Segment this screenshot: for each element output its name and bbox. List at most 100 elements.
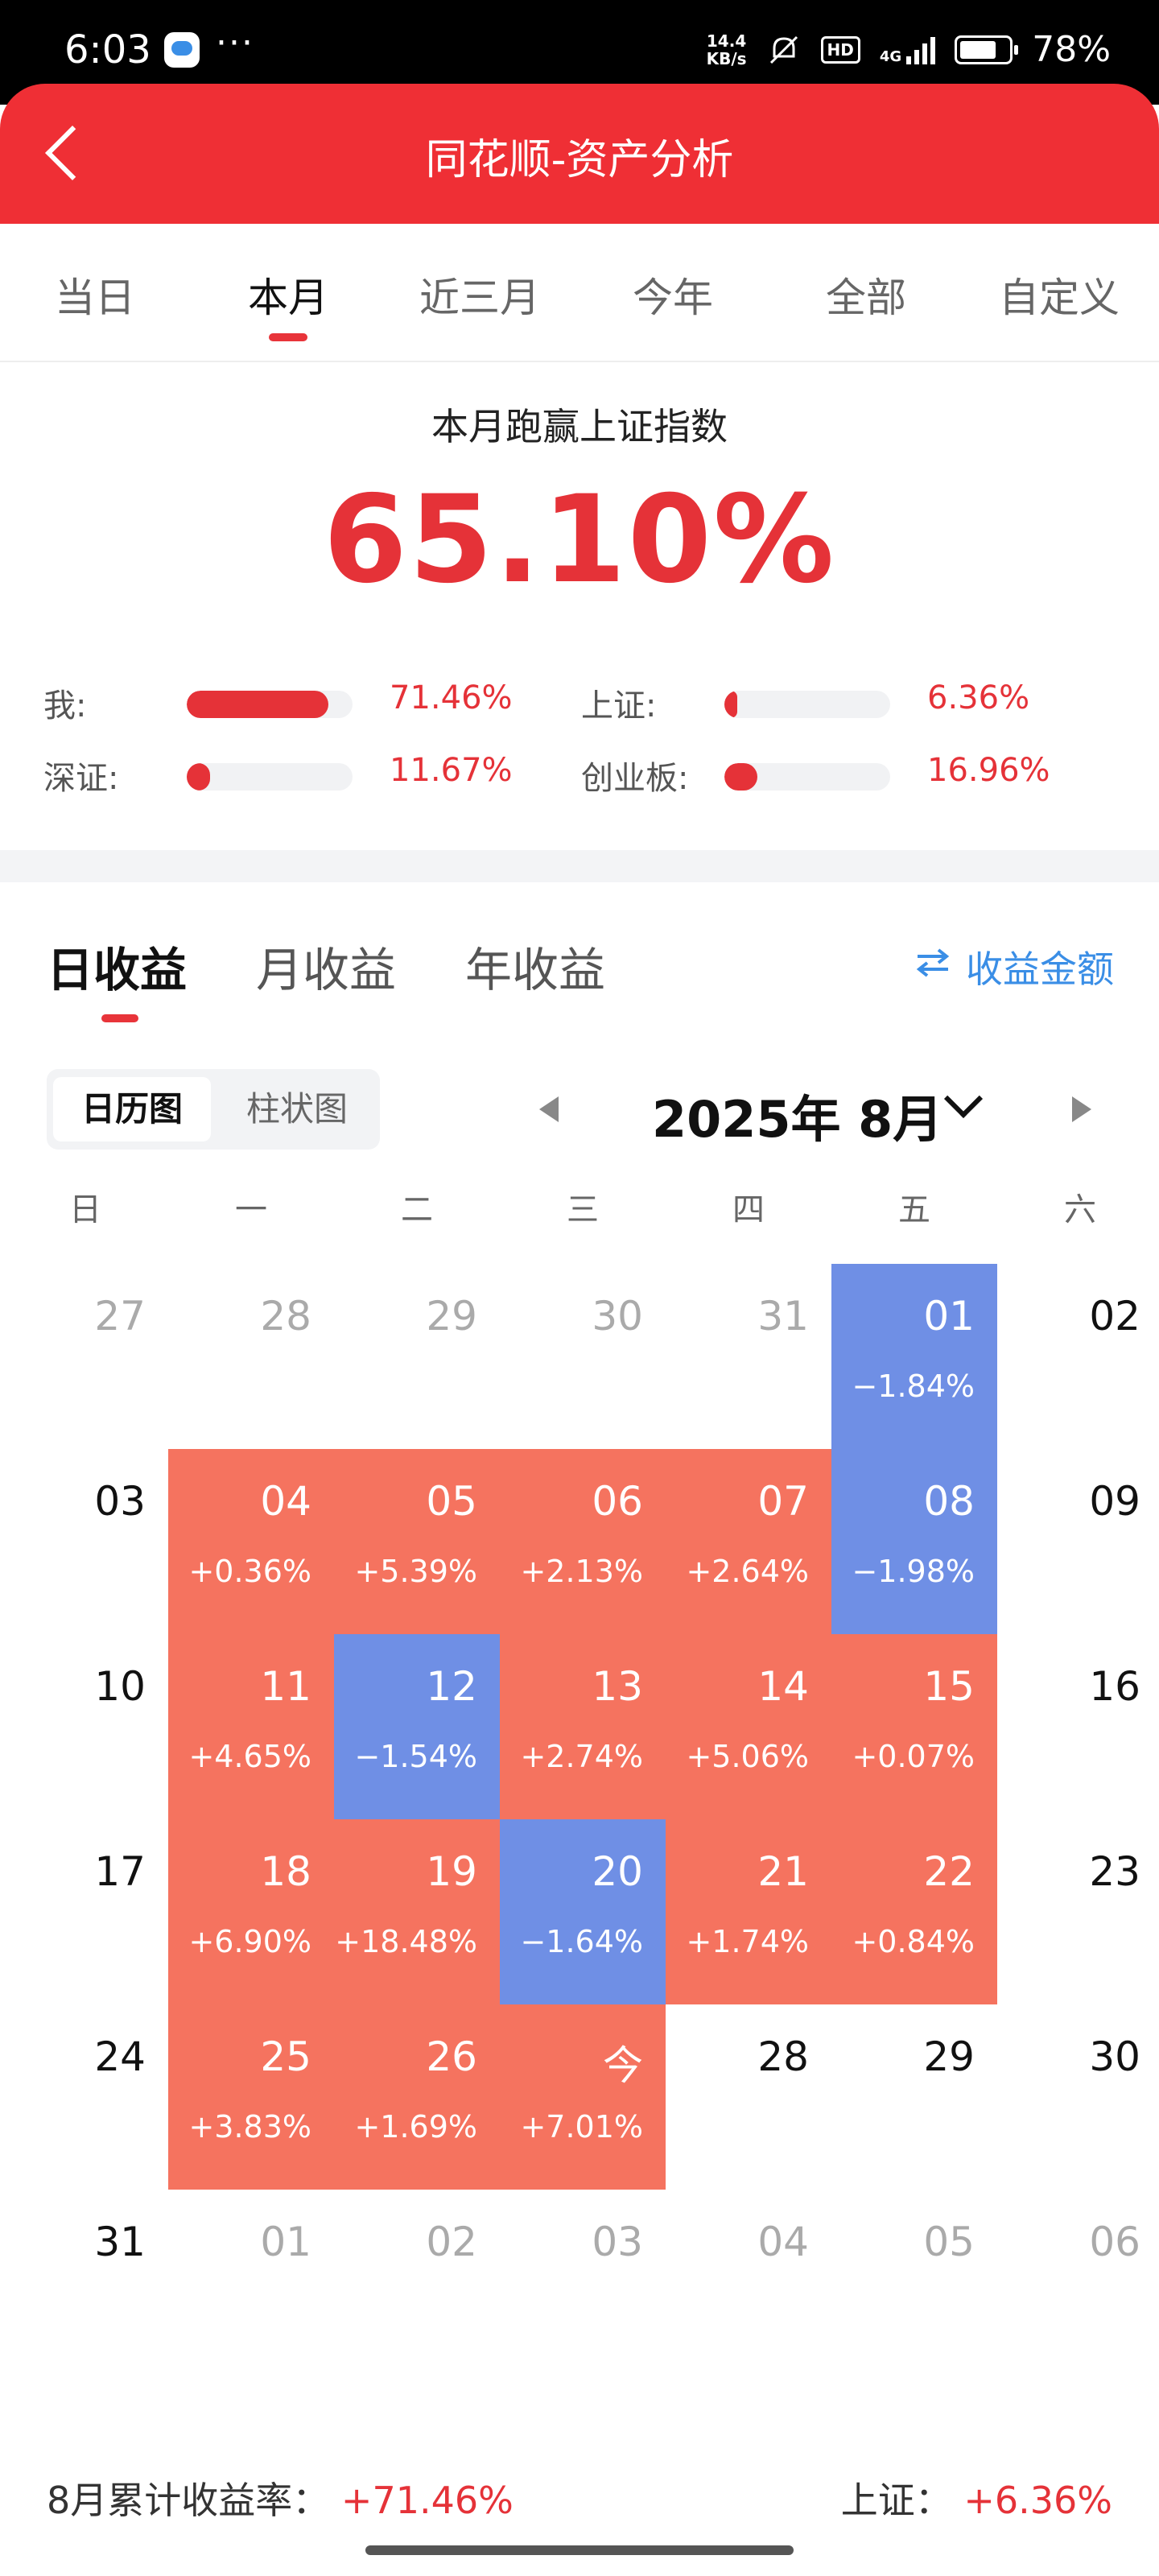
calendar-day-number: 10 [94,1663,146,1710]
calendar-day-cell[interactable]: 05 [831,2190,997,2375]
calendar-day-cell[interactable]: 21 +1.74% [666,1819,831,2004]
calendar-day-cell[interactable]: 31 [666,1264,831,1449]
calendar-day-cell[interactable]: 31 [2,2190,168,2375]
comparison-bar [187,763,353,791]
swap-icon[interactable] [916,948,950,977]
calendar-day-cell[interactable]: 14 +5.06% [666,1634,831,1819]
calendar-day-number: 15 [923,1663,975,1710]
calendar-day-cell[interactable]: 22 +0.84% [831,1819,997,2004]
calendar-day-number: 30 [592,1293,643,1340]
calendar-day-cell[interactable]: 17 [2,1819,168,2004]
comparison-chinext: 创业板: 16.96% [581,752,1064,800]
calendar-day-number: 28 [260,1293,311,1340]
calendar-day-number: 08 [923,1478,975,1525]
calendar-day-return: +1.69% [354,2109,477,2145]
tab-yearly-income[interactable]: 年收益 [465,943,606,997]
calendar-day-cell[interactable]: 30 [500,1264,666,1449]
month-selector[interactable]: 2025年 8月 [652,1090,943,1149]
calendar-day-cell[interactable]: 04 [666,2190,831,2375]
calendar-day-number: 25 [260,2033,311,2080]
calendar-day-return: +7.01% [520,2109,643,2145]
calendar-day-cell[interactable]: 13 +2.74% [500,1634,666,1819]
calendar-day-cell[interactable]: 今 +7.01% [500,2004,666,2190]
calendar-day-cell[interactable]: 03 [2,1449,168,1634]
comparison-bar [724,691,890,718]
calendar-day-cell[interactable]: 08 −1.98% [831,1449,997,1634]
calendar-day-number: 11 [260,1663,311,1710]
tab-custom[interactable]: 自定义 [999,275,1120,321]
calendar-day-cell[interactable]: 28 [168,1264,334,1449]
calendar-day-return: +2.13% [520,1554,643,1589]
calendar-day-cell[interactable]: 24 [2,2004,168,2190]
calendar-day-cell[interactable]: 29 [831,2004,997,2190]
view-calendar[interactable]: 日历图 [53,1077,211,1141]
calendar-day-number: 24 [94,2033,146,2080]
calendar-day-cell[interactable]: 25 +3.83% [168,2004,334,2190]
tab-today[interactable]: 当日 [55,275,135,321]
calendar-day-number: 09 [1089,1478,1140,1525]
calendar-day-return: −1.98% [852,1554,975,1589]
tab-three-months[interactable]: 近三月 [419,275,540,321]
tab-daily-income[interactable]: 日收益 [47,943,188,997]
calendar-day-cell[interactable]: 27 [2,1264,168,1449]
calendar-day-cell[interactable]: 01 −1.84% [831,1264,997,1449]
prev-month-icon[interactable] [539,1096,559,1122]
calendar-day-number: 23 [1089,1848,1140,1895]
calendar-day-number: 06 [1089,2219,1140,2265]
calendar-day-number: 02 [426,2219,477,2265]
view-bar-chart[interactable]: 柱状图 [245,1089,348,1129]
comparison-shenzhen: 深证: 11.67% [43,752,526,800]
tab-all[interactable]: 全部 [826,275,906,321]
calendar-day-return: +5.06% [686,1739,809,1774]
calendar-day-cell[interactable]: 02 [997,1264,1159,1449]
calendar-day-cell[interactable]: 26 +1.69% [334,2004,500,2190]
page-title: 同花顺-资产分析 [425,136,734,184]
home-indicator[interactable] [365,2545,794,2555]
calendar-day-cell[interactable]: 11 +4.65% [168,1634,334,1819]
signal-icon [906,35,936,64]
tab-monthly-income[interactable]: 月收益 [256,943,397,997]
cumulative-return-label: 8月累计收益率： [47,2479,330,2522]
app-header: 同花顺-资产分析 [0,84,1159,224]
calendar-day-number: 04 [260,1478,311,1525]
calendar-day-cell[interactable]: 19 +18.48% [334,1819,500,2004]
calendar-day-cell[interactable]: 18 +6.90% [168,1819,334,2004]
calendar-day-number: 22 [923,1848,975,1895]
chevron-down-icon[interactable] [943,1079,984,1119]
calendar-day-cell[interactable]: 07 +2.64% [666,1449,831,1634]
calendar-day-cell[interactable]: 06 +2.13% [500,1449,666,1634]
summary-value: 65.10% [323,470,836,610]
calendar-day-return: −1.84% [852,1368,975,1404]
calendar-day-cell[interactable]: 30 [997,2004,1159,2190]
calendar-day-cell[interactable]: 05 +5.39% [334,1449,500,1634]
calendar-day-cell[interactable]: 02 [334,2190,500,2375]
calendar-day-cell[interactable]: 06 [997,2190,1159,2375]
calendar-day-cell[interactable]: 20 −1.64% [500,1819,666,2004]
comparison-label: 深证: [43,760,119,797]
calendar-day-cell[interactable]: 01 [168,2190,334,2375]
index-return-label: 上证： [840,2479,952,2522]
more-notifications-icon: ··· [216,23,254,64]
calendar-day-cell[interactable]: 03 [500,2190,666,2375]
tab-this-year[interactable]: 今年 [633,275,713,321]
calendar-day-cell[interactable]: 10 [2,1634,168,1819]
calendar-day-number: 04 [757,2219,809,2265]
weekday-label: 四 [732,1191,765,1228]
calendar-day-cell[interactable]: 15 +0.07% [831,1634,997,1819]
view-toggle: 日历图 柱状图 [47,1069,380,1150]
calendar-day-cell[interactable]: 28 [666,2004,831,2190]
calendar-day-number: 07 [757,1478,809,1525]
calendar-day-cell[interactable]: 16 [997,1634,1159,1819]
calendar-day-return: +0.84% [852,1924,975,1959]
calendar-day-cell[interactable]: 12 −1.54% [334,1634,500,1819]
calendar-day-return: +2.64% [686,1554,809,1589]
weekday-label: 二 [401,1191,433,1228]
calendar-day-cell[interactable]: 04 +0.36% [168,1449,334,1634]
calendar-day-cell[interactable]: 23 [997,1819,1159,2004]
calendar-day-cell[interactable]: 09 [997,1449,1159,1634]
calendar-day-cell[interactable]: 29 [334,1264,500,1449]
comparison-mine: 我: 71.46% [43,679,526,728]
income-amount-toggle[interactable]: 收益金额 [966,947,1114,991]
next-month-icon[interactable] [1072,1096,1091,1122]
tab-this-month[interactable]: 本月 [248,275,328,321]
